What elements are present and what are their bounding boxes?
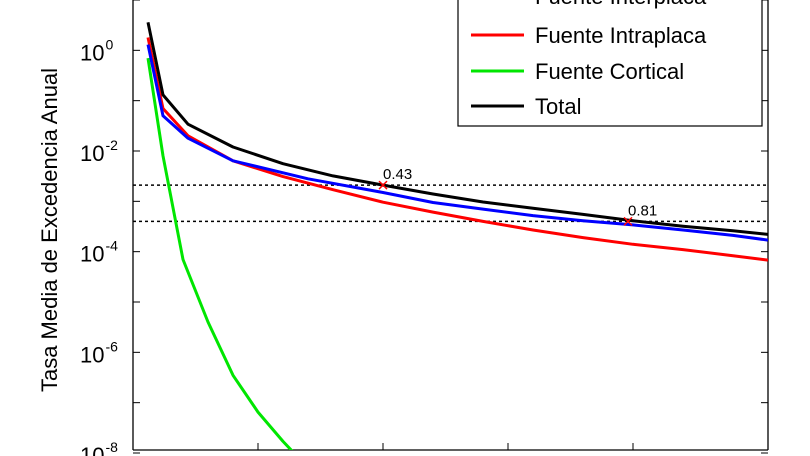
y-tick-exponent: 0: [105, 36, 113, 52]
series-line-fuente-interplaca: [146, 44, 768, 242]
y-tick-exponent: -8: [105, 439, 118, 455]
y-axis-label: Tasa Media de Excedencia Anual: [37, 68, 62, 392]
y-tick-base: 10: [80, 242, 104, 267]
y-tick-exponent: -6: [105, 338, 118, 354]
legend-label-total: Total: [535, 94, 581, 119]
x-axis-ticks: [257, 443, 634, 450]
y-tick-label: 100: [80, 36, 113, 65]
axes-frame: [132, 0, 769, 451]
annotations: 0.43 0.81: [378, 166, 657, 226]
y-tick-exponent: -4: [105, 238, 118, 254]
legend-label-fuente-interplaca: Fuente Interplaca: [535, 0, 707, 9]
legend: Fuente Interplaca Fuente Intraplaca Fuente…: [457, 0, 763, 127]
series-lines: [146, 21, 768, 450]
series-line-fuente-cortical: [146, 57, 294, 450]
y-tick-label: 10-8: [80, 439, 118, 456]
legend-label-fuente-cortical: Fuente Cortical: [535, 59, 684, 84]
annotation-label: 0.81: [628, 202, 657, 219]
legend-label-fuente-intraplaca: Fuente Intraplaca: [535, 23, 707, 48]
annotation-marker: [378, 180, 388, 190]
series-line-total: [146, 21, 768, 236]
annotation-marker: [623, 216, 633, 226]
y-tick-base: 10: [80, 141, 104, 166]
annotation-label: 0.43: [383, 166, 412, 183]
y-tick-label: 10-4: [80, 238, 118, 267]
y-tick-base: 10: [80, 443, 104, 456]
y-tick-base: 10: [80, 40, 104, 65]
y-tick-label: 10-2: [80, 137, 118, 166]
y-tick-base: 10: [80, 342, 104, 367]
y-tick-exponent: -2: [105, 137, 118, 153]
reference-lines: [133, 184, 768, 223]
y-tick-label: 10-6: [80, 338, 118, 367]
